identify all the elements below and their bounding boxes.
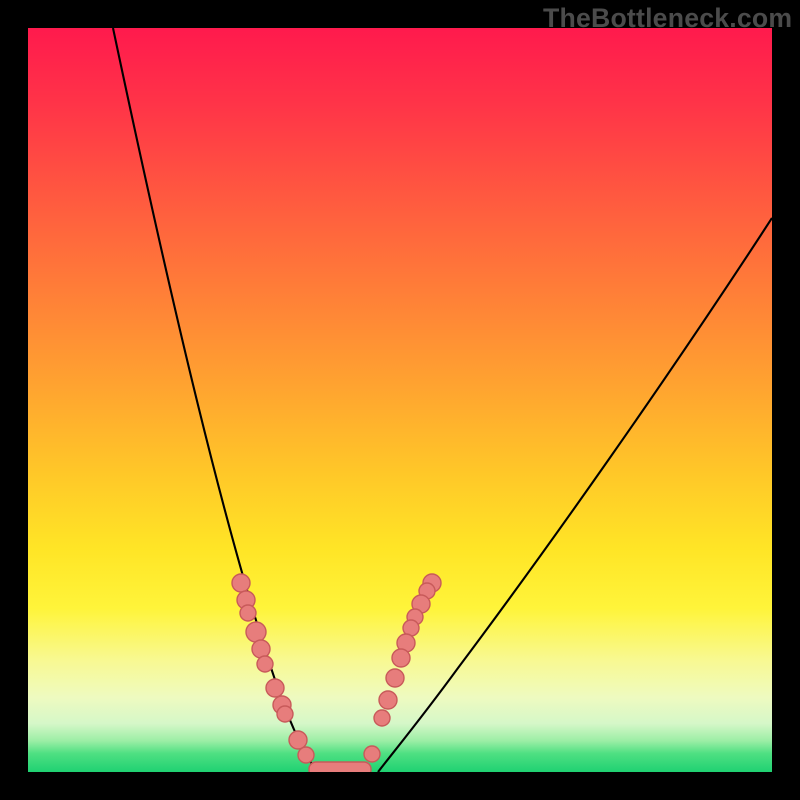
data-point-right-9	[374, 710, 390, 726]
data-point-right-7	[386, 669, 404, 687]
data-point-left-9	[289, 731, 307, 749]
data-point-bottom-extra-0	[298, 747, 314, 763]
data-point-left-8	[277, 706, 293, 722]
data-point-left-6	[266, 679, 284, 697]
data-point-left-2	[240, 605, 256, 621]
data-point-left-5	[257, 656, 273, 672]
data-point-right-6	[392, 649, 410, 667]
data-point-bottom-extra-1	[364, 746, 380, 762]
data-point-left-4	[252, 640, 270, 658]
data-point-right-8	[379, 691, 397, 709]
plot-svg	[28, 28, 772, 772]
bottom-bar	[309, 762, 371, 772]
data-point-left-3	[246, 622, 266, 642]
data-point-left-0	[232, 574, 250, 592]
plot-area	[28, 28, 772, 772]
